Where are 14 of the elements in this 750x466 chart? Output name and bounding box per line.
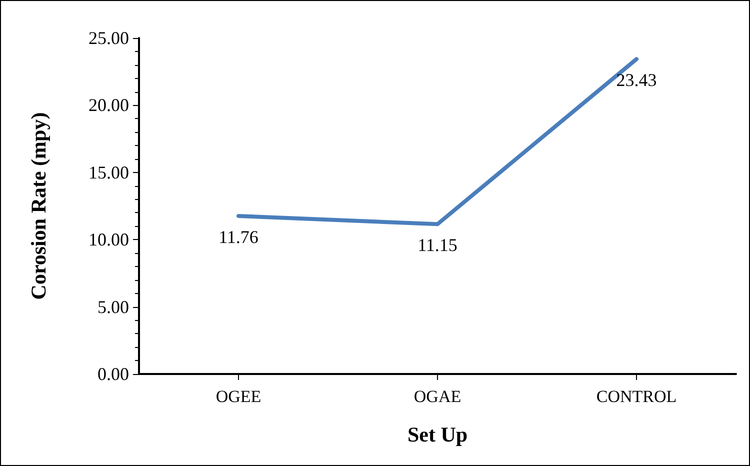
y-tick-label: 25.00: [88, 28, 129, 48]
x-tick-label: CONTROL: [596, 387, 677, 406]
x-axis-title: Set Up: [407, 422, 468, 446]
x-tick-label: OGAE: [414, 387, 462, 406]
x-tick-label: OGEE: [216, 387, 262, 406]
data-label: 11.15: [418, 235, 458, 256]
y-tick-label: 20.00: [88, 95, 129, 116]
data-label: 11.76: [218, 226, 258, 247]
y-axis-title: Corosion Rate (mpy): [26, 112, 50, 300]
y-tick-label: 0.00: [98, 364, 129, 384]
y-tick-label: 15.00: [88, 162, 129, 182]
y-tick-label: 10.00: [88, 230, 129, 250]
data-label: 23.43: [616, 70, 657, 90]
y-tick-label: 5.00: [98, 296, 129, 317]
